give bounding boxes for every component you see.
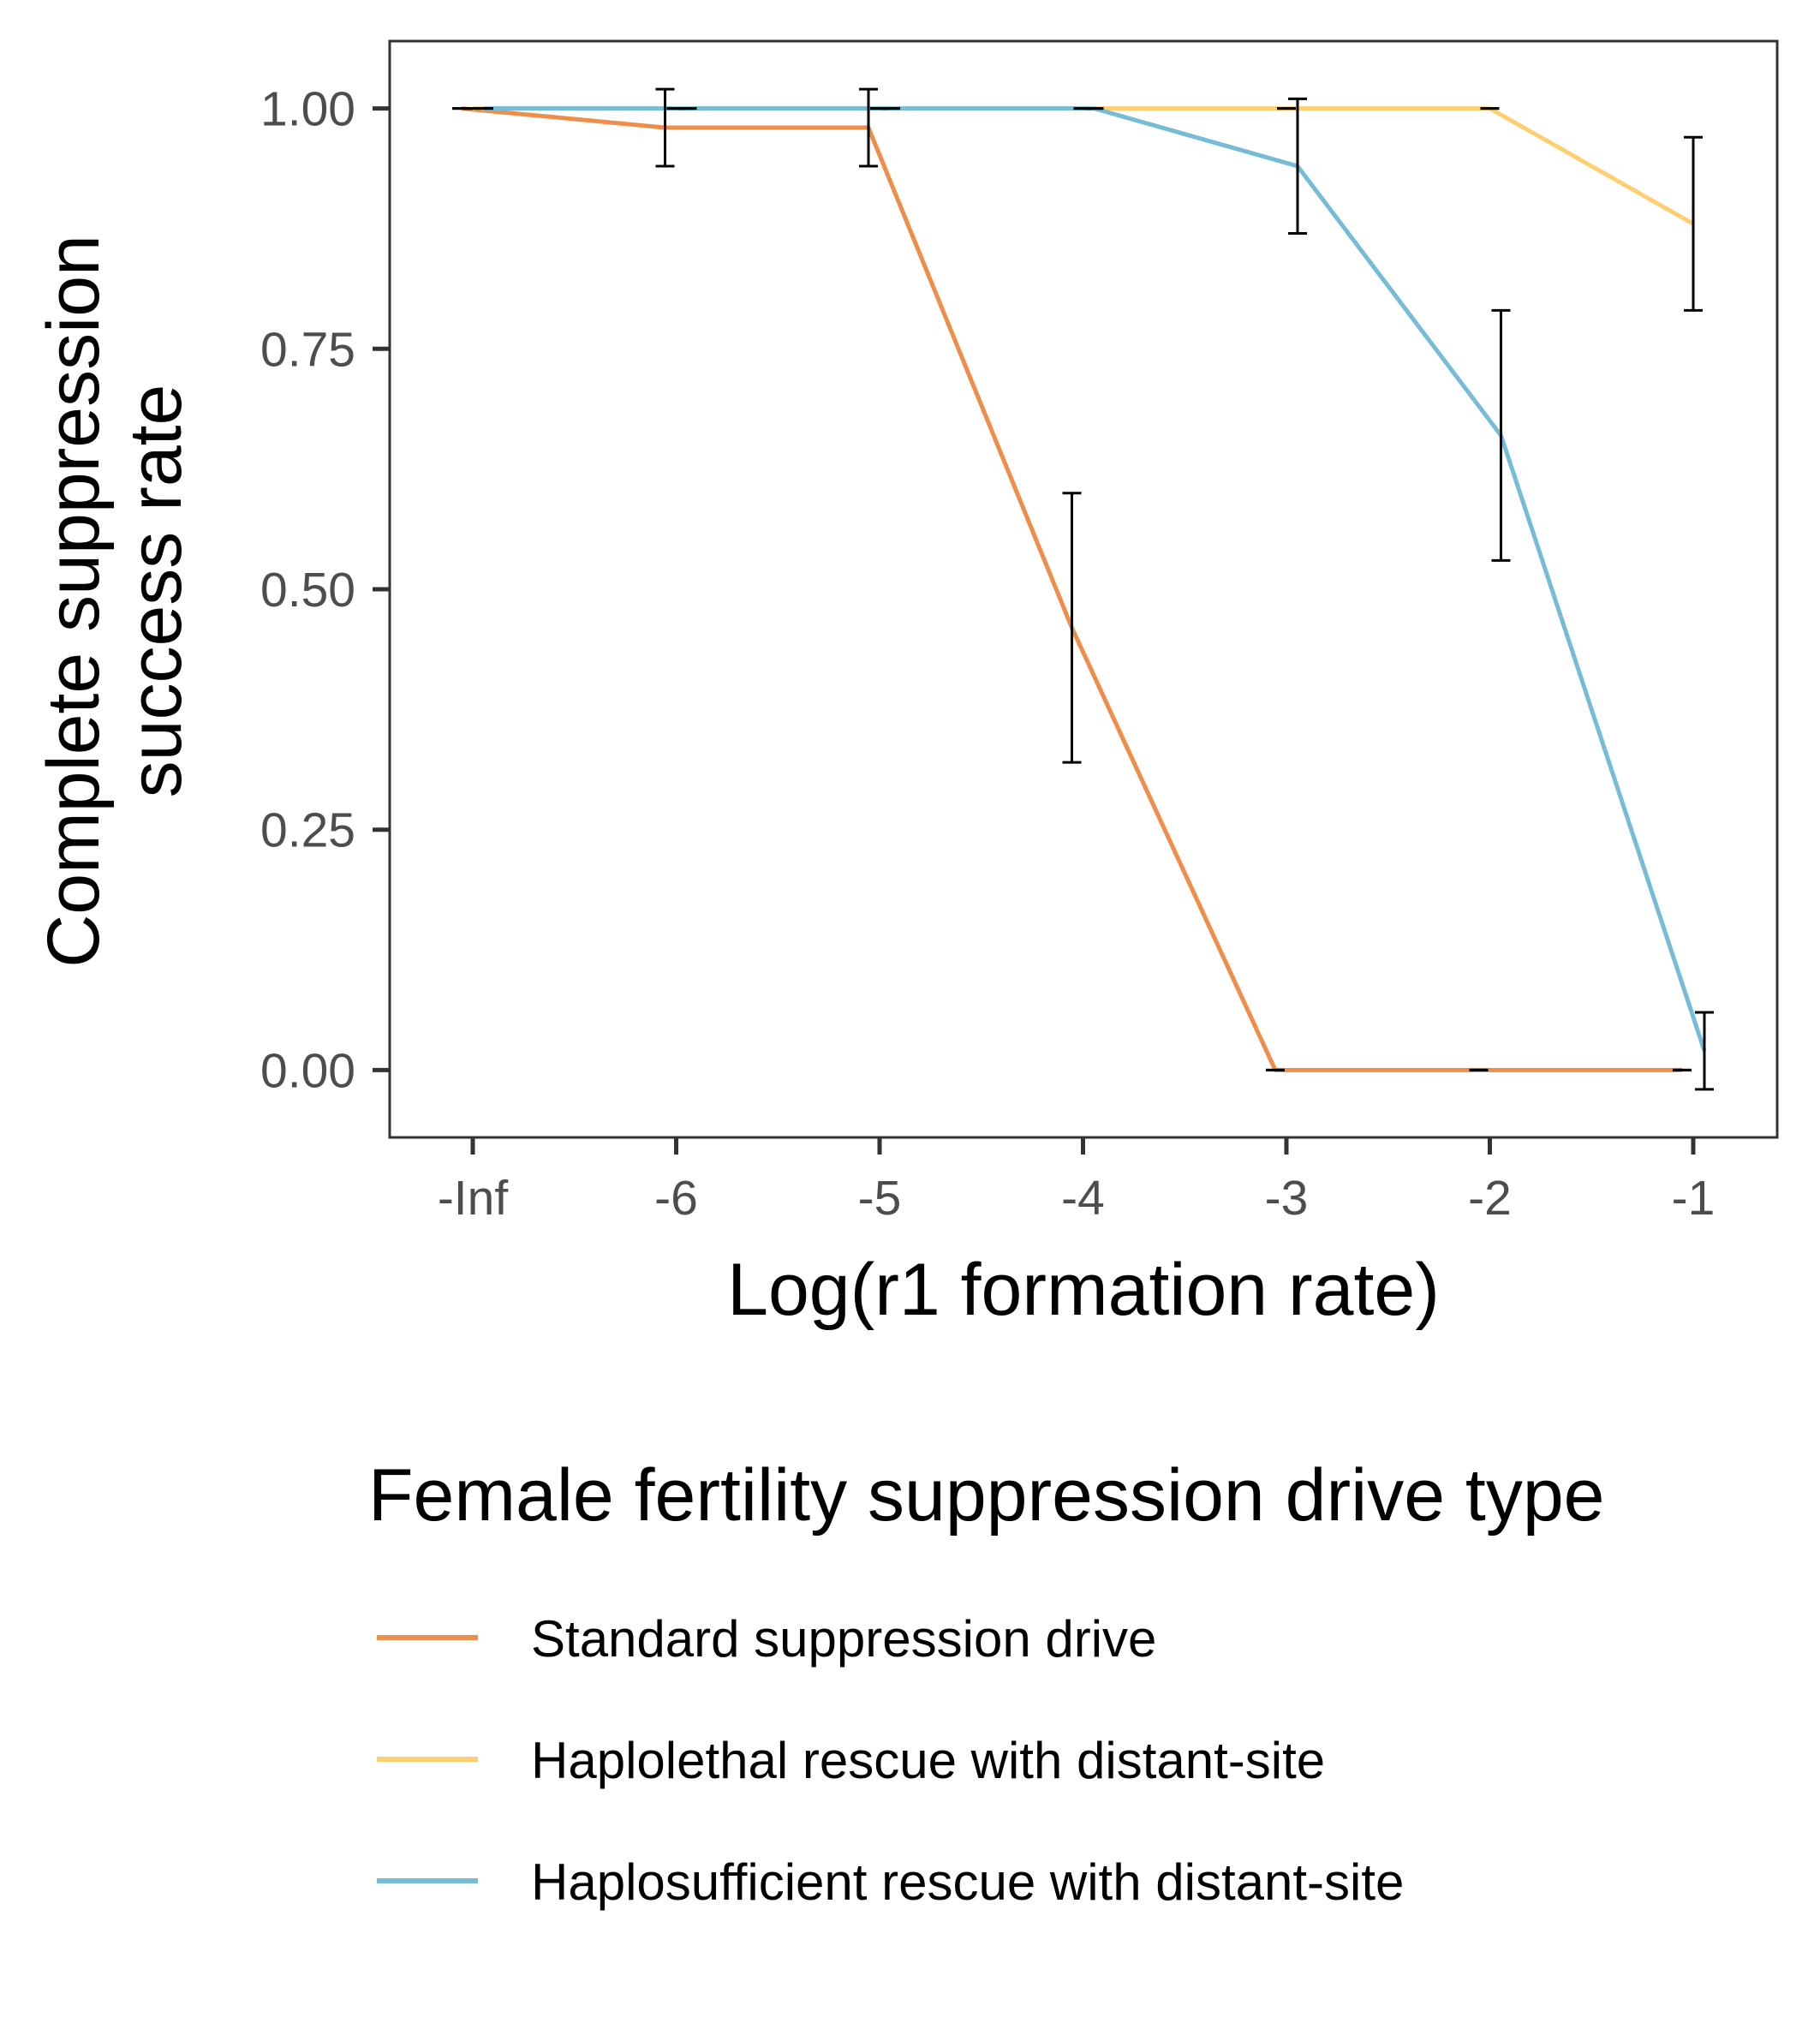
x-tick-label: -5	[858, 1171, 902, 1226]
error-bar	[1695, 1011, 1714, 1091]
x-tick-label: -3	[1265, 1171, 1309, 1226]
legend-item-0: Standard suppression drive	[377, 1610, 1156, 1668]
error-bar	[1684, 135, 1703, 312]
y-tick-label: 0.00	[260, 1043, 355, 1098]
y-tick-label: 0.25	[260, 803, 355, 858]
legend-item-2: Haplosufficient rescue with distant-site	[377, 1853, 1404, 1911]
error-bar	[1288, 97, 1307, 236]
error-bars	[452, 87, 1714, 1091]
y-tick-label: 0.75	[260, 322, 355, 377]
legend: Female fertility suppression drive type …	[368, 1454, 1604, 1911]
legend-label-0: Standard suppression drive	[531, 1610, 1156, 1668]
error-bar	[859, 87, 878, 168]
legend-title: Female fertility suppression drive type	[368, 1454, 1604, 1537]
plot-panel	[388, 39, 1779, 1139]
legend-label-1: Haplolethal rescue with distant-site	[531, 1732, 1325, 1789]
x-tick-label: -4	[1061, 1171, 1105, 1226]
x-axis: -Inf -6 -5 -4 -3 -2 -1	[438, 1137, 1716, 1226]
y-axis: 0.00 0.25 0.50 0.75 1.00	[260, 82, 390, 1098]
x-tick-label: -Inf	[438, 1171, 509, 1226]
x-tick-label: -6	[654, 1171, 698, 1226]
x-tick-label: -1	[1672, 1171, 1716, 1226]
x-tick-label: -2	[1468, 1171, 1512, 1226]
legend-item-1: Haplolethal rescue with distant-site	[377, 1732, 1325, 1789]
y-tick-label: 0.50	[260, 563, 355, 618]
error-bar	[655, 87, 675, 168]
y-axis-title-line-1: Complete suppression	[33, 235, 115, 968]
error-bar	[1491, 308, 1511, 562]
legend-label-2: Haplosufficient rescue with distant-site	[531, 1853, 1404, 1911]
x-axis-title: Log(r1 formation rate)	[727, 1249, 1440, 1331]
error-bar	[1062, 492, 1082, 764]
y-axis-title-line-2: success rate	[115, 385, 197, 798]
y-axis-title: Complete suppression success rate	[33, 214, 197, 968]
y-tick-label: 1.00	[260, 82, 355, 137]
